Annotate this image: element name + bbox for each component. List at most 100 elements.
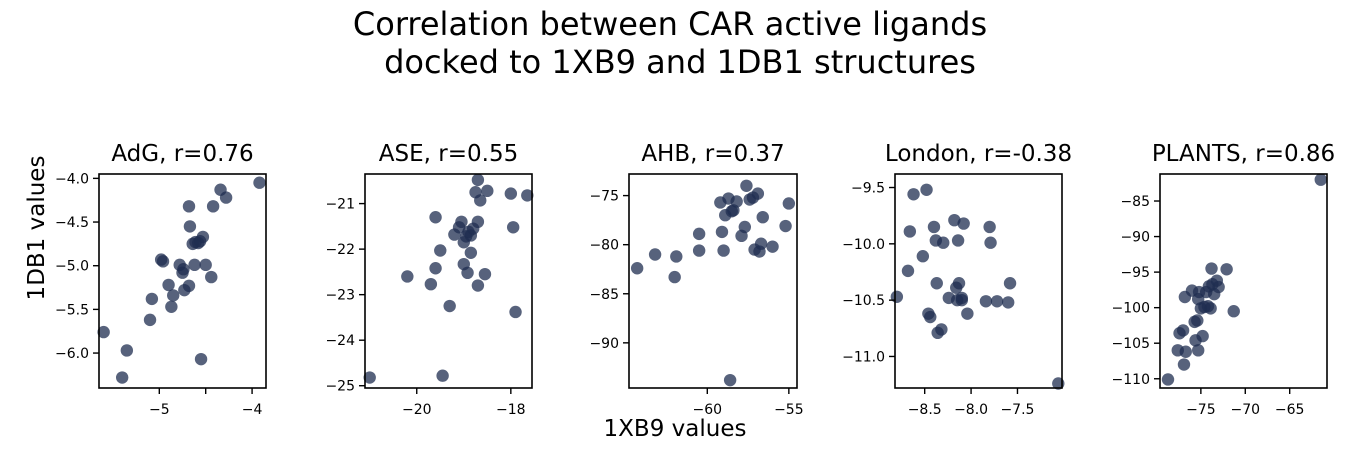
subplot-grid: AdG, r=0.76 −5 −4 −4.0 −4.5 −5.0 −5.5 −6.0 ASE, … bbox=[55, 141, 1335, 418]
y-tick-label: −105 bbox=[1112, 336, 1150, 352]
scatter-point bbox=[120, 344, 134, 357]
y-tick-label: −9.5 bbox=[851, 181, 885, 197]
scatter-point bbox=[471, 279, 485, 292]
x-tick-label: −65 bbox=[1275, 402, 1305, 418]
scatter-point bbox=[916, 250, 930, 263]
scatter-point bbox=[506, 221, 520, 234]
scatter-point bbox=[907, 188, 920, 201]
scatter-point bbox=[424, 277, 438, 291]
scatter-point bbox=[924, 310, 937, 324]
scatter-point bbox=[162, 278, 175, 292]
y-tick-label: −10.5 bbox=[842, 293, 885, 309]
scatter-point bbox=[481, 184, 494, 198]
y-tick-label: −21 bbox=[325, 197, 355, 213]
x-tick-label: −75 bbox=[1186, 402, 1216, 418]
scatter-point bbox=[983, 220, 996, 234]
scatter-point bbox=[1314, 173, 1327, 186]
scatter-point bbox=[1161, 373, 1175, 386]
scatter-point bbox=[740, 179, 753, 192]
figure-title-line-1: Correlation between CAR active ligands bbox=[353, 5, 987, 43]
scatter-point bbox=[754, 237, 768, 250]
scatter-point bbox=[1204, 302, 1217, 315]
figure-title-line-2: docked to 1XB9 and 1DB1 structures bbox=[384, 43, 976, 81]
y-tick-label: −22 bbox=[325, 242, 355, 258]
scatter-point bbox=[455, 215, 468, 229]
scatter-point bbox=[196, 230, 210, 244]
scatter-point bbox=[717, 244, 730, 257]
scatter-point bbox=[504, 187, 518, 200]
y-tick-label: −23 bbox=[325, 288, 355, 304]
x-tick-label: −70 bbox=[1231, 402, 1261, 418]
scatter-point bbox=[1191, 344, 1205, 357]
scatter-point bbox=[436, 369, 449, 382]
scatter-point bbox=[751, 187, 765, 200]
scatter-point bbox=[692, 227, 706, 241]
x-tick-label: −60 bbox=[693, 402, 723, 418]
scatter-point bbox=[935, 323, 948, 336]
scatter-point bbox=[1205, 262, 1218, 275]
x-tick-label: −5 bbox=[149, 402, 170, 418]
scatter-point bbox=[464, 246, 478, 259]
subplot-title: London, r=-0.38 bbox=[885, 141, 1072, 167]
y-tick-label: −85 bbox=[1120, 194, 1150, 210]
subplot-title: AdG, r=0.76 bbox=[111, 141, 253, 167]
subplot-title: PLANTS, r=0.86 bbox=[1152, 141, 1335, 167]
y-tick-label: −85 bbox=[589, 287, 619, 303]
scatter-point bbox=[955, 293, 968, 307]
scatter-point bbox=[901, 264, 915, 278]
scatter-point bbox=[1001, 296, 1015, 309]
scatter-point bbox=[1179, 345, 1192, 358]
scatter-point bbox=[188, 258, 201, 272]
y-tick-label: −25 bbox=[325, 379, 355, 395]
y-tick-label: −100 bbox=[1112, 301, 1150, 317]
scatter-point bbox=[961, 307, 974, 320]
scatter-point bbox=[219, 191, 233, 204]
scatter-point bbox=[521, 189, 534, 202]
shared-y-axis-label: 1DB1 values bbox=[24, 156, 50, 301]
shared-x-axis-label: 1XB9 values bbox=[604, 416, 747, 442]
subplot-1: AdG, r=0.76 −5 −4 −4.0 −4.5 −5.0 −5.5 −6.0 bbox=[55, 141, 267, 418]
scatter-point bbox=[723, 373, 737, 387]
scatter-point bbox=[1191, 314, 1204, 327]
scatter-point bbox=[143, 313, 157, 327]
scatter-point bbox=[890, 290, 904, 303]
scatter-point bbox=[182, 279, 196, 293]
plot-frame bbox=[98, 173, 267, 389]
x-tick-label: −18 bbox=[496, 402, 526, 418]
x-tick-label: −8.5 bbox=[908, 402, 942, 418]
scatter-point bbox=[756, 210, 769, 224]
scatter-point bbox=[183, 220, 197, 233]
scatter-point bbox=[738, 220, 752, 234]
scatter-point bbox=[165, 300, 178, 313]
x-tick-label: −4 bbox=[242, 402, 263, 418]
scatter-point bbox=[715, 225, 729, 239]
scatter-point bbox=[937, 236, 950, 249]
x-tick-label: −7.5 bbox=[1000, 402, 1034, 418]
plot-frame bbox=[894, 173, 1063, 389]
scatter-point bbox=[648, 248, 662, 261]
scatter-point bbox=[434, 244, 447, 257]
x-tick-label: −20 bbox=[402, 402, 432, 418]
scatter-point bbox=[471, 215, 485, 229]
x-tick-label: −55 bbox=[774, 402, 804, 418]
scatter-point bbox=[401, 270, 414, 283]
scatter-point bbox=[1212, 280, 1225, 294]
scatter-point bbox=[927, 220, 941, 234]
y-tick-label: −110 bbox=[1112, 372, 1150, 388]
y-tick-label: −5.5 bbox=[55, 302, 89, 318]
y-tick-label: −4.5 bbox=[55, 215, 89, 231]
scatter-point bbox=[199, 258, 212, 272]
scatter-point bbox=[920, 183, 933, 196]
scatter-point bbox=[363, 371, 376, 384]
y-tick-label: −24 bbox=[325, 333, 355, 349]
scatter-point bbox=[692, 244, 706, 257]
scatter-point bbox=[930, 277, 943, 290]
y-tick-label: −10.0 bbox=[842, 237, 885, 253]
y-tick-label: −5.0 bbox=[55, 259, 89, 275]
subplot-2: ASE, r=0.55 −20 −18 −21 −22 −23 −24 −25 bbox=[325, 141, 534, 418]
subplot-5: PLANTS, r=0.86 −75 −70 −65 −85 −90 −95 −100 −105… bbox=[1112, 141, 1336, 418]
scatter-point bbox=[509, 305, 522, 319]
scatter-point bbox=[1003, 277, 1017, 290]
scatter-point bbox=[156, 255, 170, 268]
